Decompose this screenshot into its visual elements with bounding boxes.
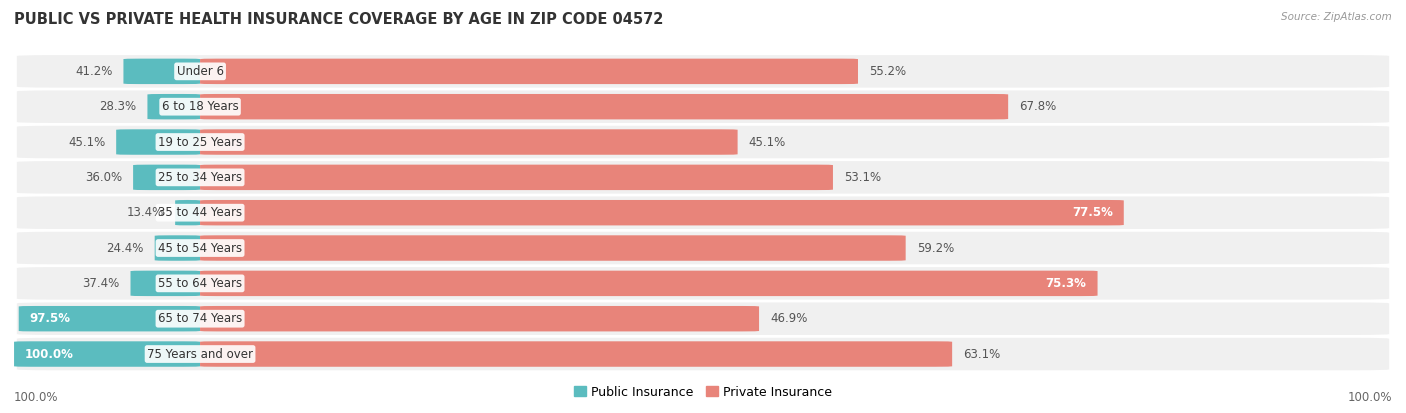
Text: 55 to 64 Years: 55 to 64 Years xyxy=(157,277,242,290)
FancyBboxPatch shape xyxy=(131,271,200,296)
Text: 77.5%: 77.5% xyxy=(1071,206,1112,219)
FancyBboxPatch shape xyxy=(148,94,200,119)
Text: 46.9%: 46.9% xyxy=(770,312,807,325)
Text: 75 Years and over: 75 Years and over xyxy=(148,347,253,361)
Text: 36.0%: 36.0% xyxy=(84,171,122,184)
FancyBboxPatch shape xyxy=(200,129,738,155)
Text: 97.5%: 97.5% xyxy=(30,312,70,325)
Legend: Public Insurance, Private Insurance: Public Insurance, Private Insurance xyxy=(568,381,838,404)
Text: Source: ZipAtlas.com: Source: ZipAtlas.com xyxy=(1281,12,1392,22)
FancyBboxPatch shape xyxy=(17,302,1389,335)
FancyBboxPatch shape xyxy=(17,197,1389,229)
FancyBboxPatch shape xyxy=(17,161,1389,194)
Text: 28.3%: 28.3% xyxy=(100,100,136,113)
FancyBboxPatch shape xyxy=(17,232,1389,264)
Text: 6 to 18 Years: 6 to 18 Years xyxy=(162,100,239,113)
Text: 67.8%: 67.8% xyxy=(1019,100,1056,113)
Text: 75.3%: 75.3% xyxy=(1046,277,1087,290)
Text: 55.2%: 55.2% xyxy=(869,65,905,78)
FancyBboxPatch shape xyxy=(117,129,200,155)
FancyBboxPatch shape xyxy=(17,126,1389,158)
FancyBboxPatch shape xyxy=(200,341,952,367)
Text: 19 to 25 Years: 19 to 25 Years xyxy=(157,135,242,149)
FancyBboxPatch shape xyxy=(200,235,905,261)
FancyBboxPatch shape xyxy=(17,90,1389,123)
Text: 65 to 74 Years: 65 to 74 Years xyxy=(157,312,242,325)
Text: 25 to 34 Years: 25 to 34 Years xyxy=(157,171,242,184)
FancyBboxPatch shape xyxy=(200,200,1123,225)
FancyBboxPatch shape xyxy=(200,306,759,331)
Text: 53.1%: 53.1% xyxy=(844,171,882,184)
Text: 35 to 44 Years: 35 to 44 Years xyxy=(157,206,242,219)
Text: 100.0%: 100.0% xyxy=(25,347,75,361)
FancyBboxPatch shape xyxy=(134,165,200,190)
FancyBboxPatch shape xyxy=(17,267,1389,299)
FancyBboxPatch shape xyxy=(155,235,200,261)
FancyBboxPatch shape xyxy=(200,94,1008,119)
Text: 100.0%: 100.0% xyxy=(14,391,59,404)
FancyBboxPatch shape xyxy=(17,55,1389,88)
Text: PUBLIC VS PRIVATE HEALTH INSURANCE COVERAGE BY AGE IN ZIP CODE 04572: PUBLIC VS PRIVATE HEALTH INSURANCE COVER… xyxy=(14,12,664,27)
FancyBboxPatch shape xyxy=(176,200,200,225)
Text: 59.2%: 59.2% xyxy=(917,242,953,254)
Text: 45.1%: 45.1% xyxy=(67,135,105,149)
FancyBboxPatch shape xyxy=(200,165,832,190)
Text: Under 6: Under 6 xyxy=(177,65,224,78)
Text: 13.4%: 13.4% xyxy=(127,206,165,219)
FancyBboxPatch shape xyxy=(18,306,200,331)
FancyBboxPatch shape xyxy=(17,338,1389,370)
Text: 24.4%: 24.4% xyxy=(107,242,143,254)
FancyBboxPatch shape xyxy=(124,59,200,84)
Text: 37.4%: 37.4% xyxy=(82,277,120,290)
Text: 100.0%: 100.0% xyxy=(1347,391,1392,404)
FancyBboxPatch shape xyxy=(200,271,1098,296)
Text: 41.2%: 41.2% xyxy=(75,65,112,78)
Text: 45 to 54 Years: 45 to 54 Years xyxy=(157,242,242,254)
Text: 63.1%: 63.1% xyxy=(963,347,1001,361)
Text: 45.1%: 45.1% xyxy=(748,135,786,149)
FancyBboxPatch shape xyxy=(200,59,858,84)
FancyBboxPatch shape xyxy=(14,341,200,367)
